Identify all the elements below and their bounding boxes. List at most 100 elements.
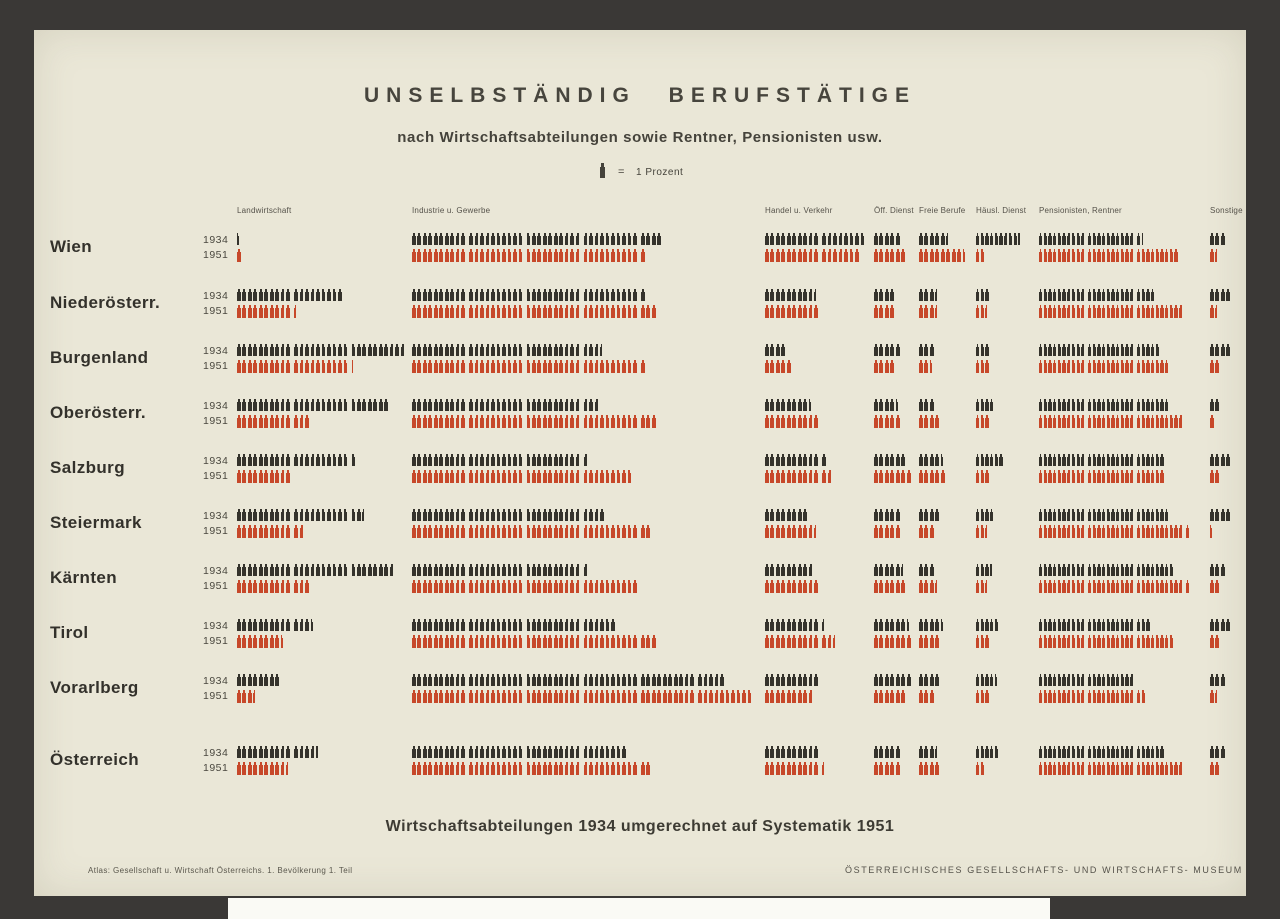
person-icon xyxy=(1062,690,1066,703)
person-icon xyxy=(792,674,796,686)
person-icon xyxy=(417,344,421,356)
person-icon xyxy=(412,233,416,245)
person-half-icon xyxy=(985,305,987,318)
person-icon xyxy=(1141,564,1146,576)
person-icon xyxy=(542,415,547,428)
person-icon xyxy=(627,762,632,775)
person-icon xyxy=(605,415,610,428)
person-icon xyxy=(433,344,438,356)
person-icon xyxy=(439,509,443,521)
person-icon xyxy=(422,619,427,631)
person-icon xyxy=(1146,305,1150,318)
person-icon xyxy=(362,399,366,411)
person-icon xyxy=(1081,762,1085,775)
person-icon xyxy=(808,746,813,758)
person-icon xyxy=(526,305,531,318)
person-icon xyxy=(814,762,818,775)
person-icon xyxy=(980,360,985,373)
person-icon xyxy=(980,525,985,538)
person-icon xyxy=(455,746,460,758)
person-icon xyxy=(775,509,780,521)
person-icon xyxy=(980,690,985,703)
person-icon xyxy=(797,470,802,483)
person-icon xyxy=(1097,619,1101,631)
person-icon xyxy=(507,399,512,411)
person-icon xyxy=(444,344,449,356)
person-icon xyxy=(1210,762,1214,775)
person-icon xyxy=(765,233,769,245)
person-icon xyxy=(480,762,484,775)
person-icon xyxy=(450,344,454,356)
person-icon xyxy=(622,762,626,775)
person-icon xyxy=(844,249,848,262)
person-icon xyxy=(594,344,599,356)
person-icon xyxy=(422,454,427,466)
person-icon xyxy=(797,509,802,521)
person-icon xyxy=(1043,635,1048,648)
person-icon xyxy=(428,399,432,411)
footer-source: Atlas: Gesellschaft u. Wirtschaft Österr… xyxy=(88,866,353,875)
person-icon xyxy=(1210,746,1214,758)
person-icon xyxy=(1169,635,1174,648)
person-half-icon xyxy=(985,525,987,538)
person-icon xyxy=(1210,249,1214,262)
person-icon xyxy=(1081,525,1085,538)
person-icon xyxy=(469,360,473,373)
person-icon xyxy=(1155,580,1160,593)
person-icon xyxy=(422,360,427,373)
person-icon xyxy=(1097,454,1101,466)
person-icon xyxy=(770,619,774,631)
person-icon xyxy=(770,289,774,301)
person-icon xyxy=(589,344,593,356)
person-icon xyxy=(461,762,465,775)
person-icon xyxy=(439,249,443,262)
person-icon xyxy=(275,762,279,775)
person-icon xyxy=(589,690,593,703)
icon-run-1951 xyxy=(412,580,641,593)
person-icon xyxy=(553,344,558,356)
person-half-icon xyxy=(280,635,283,648)
person-icon xyxy=(1160,509,1164,521)
person-icon xyxy=(890,746,894,758)
person-icon xyxy=(1106,690,1111,703)
person-icon xyxy=(1120,399,1125,411)
person-icon xyxy=(1165,635,1169,648)
person-half-icon xyxy=(935,305,938,318)
person-icon xyxy=(884,746,889,758)
person-icon xyxy=(1097,746,1101,758)
person-icon xyxy=(1215,454,1219,466)
person-icon xyxy=(924,233,928,245)
person-icon xyxy=(1076,509,1080,521)
person-icon xyxy=(253,619,257,631)
person-icon xyxy=(1155,305,1160,318)
person-icon xyxy=(338,399,342,411)
person-icon xyxy=(480,525,484,538)
icon-run-1951 xyxy=(976,415,990,428)
person-icon xyxy=(480,305,484,318)
person-icon xyxy=(1215,360,1219,373)
person-icon xyxy=(919,249,923,262)
person-icon xyxy=(310,399,315,411)
person-icon xyxy=(874,360,878,373)
person-icon xyxy=(600,674,604,686)
person-icon xyxy=(518,580,523,593)
person-icon xyxy=(1081,674,1085,686)
person-icon xyxy=(444,525,449,538)
person-icon xyxy=(537,289,541,301)
person-icon xyxy=(332,360,337,373)
person-icon xyxy=(253,305,257,318)
person-icon xyxy=(526,690,531,703)
person-icon xyxy=(884,509,889,521)
person-icon xyxy=(951,249,956,262)
person-icon xyxy=(1048,635,1052,648)
person-icon xyxy=(559,289,563,301)
person-icon xyxy=(775,619,780,631)
icon-run-1951 xyxy=(1039,690,1146,703)
person-icon xyxy=(985,415,989,428)
person-icon xyxy=(496,454,501,466)
person-icon xyxy=(1067,690,1071,703)
person-icon xyxy=(797,305,802,318)
person-icon xyxy=(450,305,454,318)
person-icon xyxy=(781,454,785,466)
